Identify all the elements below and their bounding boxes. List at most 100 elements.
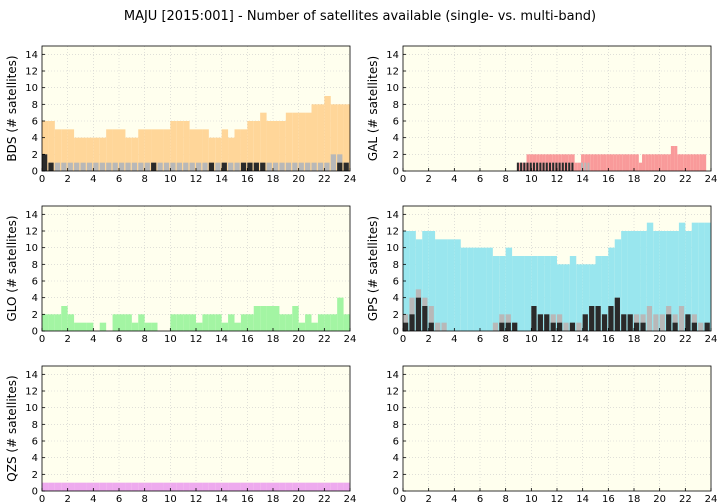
bar — [125, 137, 132, 171]
bar — [545, 162, 548, 171]
x-tick-label: 8 — [502, 334, 508, 345]
bar — [183, 482, 190, 491]
bar — [112, 162, 118, 171]
x-tick-label: 20 — [292, 334, 305, 345]
bar — [587, 154, 591, 171]
bar — [589, 264, 596, 331]
bar — [54, 482, 62, 491]
bar — [48, 482, 55, 491]
bar — [138, 482, 145, 491]
bar — [428, 231, 436, 331]
bar — [202, 482, 209, 491]
x-tick-label: 24 — [344, 174, 357, 185]
x-tick-label: 12 — [551, 174, 564, 185]
bar — [317, 314, 325, 331]
bar — [273, 482, 280, 491]
y-axis-label: BDS (# satellites) — [5, 55, 19, 161]
y-tick-label: 0 — [393, 487, 399, 498]
bar — [545, 154, 549, 171]
bar — [99, 137, 107, 171]
bar — [170, 121, 177, 171]
bar — [112, 482, 119, 491]
y-tick-label: 2 — [393, 470, 399, 481]
bar — [151, 162, 157, 171]
x-tick-label: 14 — [215, 334, 228, 345]
bar — [202, 314, 209, 331]
bar — [196, 322, 203, 331]
bar — [317, 482, 325, 491]
bar — [221, 129, 229, 171]
y-tick-label: 4 — [32, 133, 38, 144]
bar — [422, 306, 428, 331]
bar — [324, 162, 330, 171]
bar — [601, 314, 608, 331]
y-tick-label: 10 — [386, 243, 399, 254]
bar — [568, 162, 571, 171]
y-tick-label: 6 — [393, 437, 399, 448]
bar — [672, 322, 678, 331]
bar — [54, 129, 62, 171]
bar — [240, 314, 248, 331]
bar — [112, 129, 119, 171]
bar — [343, 162, 349, 171]
bar — [285, 482, 293, 491]
x-tick-label: 22 — [679, 334, 692, 345]
bar — [61, 162, 67, 171]
bar — [539, 154, 543, 171]
bar — [273, 306, 280, 331]
bar — [634, 322, 640, 331]
bar — [581, 162, 584, 171]
bar — [646, 222, 654, 331]
bar — [208, 137, 216, 171]
bar — [614, 239, 622, 331]
bar — [558, 154, 562, 171]
bar — [542, 154, 546, 171]
bar — [170, 314, 177, 331]
bar — [266, 482, 273, 491]
bar — [305, 314, 312, 331]
x-tick-label: 18 — [628, 334, 641, 345]
bar — [600, 154, 604, 171]
bar — [144, 322, 152, 331]
bar — [106, 482, 113, 491]
bar — [632, 154, 636, 171]
bar — [661, 154, 665, 171]
bar — [266, 306, 273, 331]
x-tick-label: 6 — [477, 494, 483, 504]
bar — [576, 322, 582, 331]
bar — [106, 129, 113, 171]
bar — [587, 162, 590, 171]
x-tick-label: 14 — [576, 494, 589, 504]
bar — [247, 121, 254, 171]
x-tick-label: 8 — [502, 174, 508, 185]
bar — [550, 256, 557, 331]
bar — [613, 154, 617, 171]
y-tick-label: 8 — [393, 100, 399, 111]
bar — [163, 482, 171, 491]
bar — [685, 231, 692, 331]
x-tick-label: 18 — [267, 334, 280, 345]
bar — [601, 256, 609, 331]
bar — [131, 162, 138, 171]
bar — [415, 297, 422, 331]
bar — [422, 231, 429, 331]
bar — [576, 264, 583, 331]
bar — [157, 162, 163, 171]
bar — [409, 314, 415, 331]
x-tick-label: 16 — [602, 334, 615, 345]
bar — [492, 256, 500, 331]
bar — [80, 482, 87, 491]
x-tick-label: 24 — [705, 174, 718, 185]
x-tick-label: 12 — [551, 334, 564, 345]
bar — [648, 154, 652, 171]
y-tick-label: 14 — [386, 210, 399, 221]
bar — [183, 314, 190, 331]
x-tick-label: 12 — [190, 334, 203, 345]
bar — [659, 231, 667, 331]
bar — [144, 162, 150, 171]
bar — [260, 162, 266, 171]
bar — [646, 306, 653, 331]
bar — [106, 162, 112, 171]
bar — [48, 121, 55, 171]
